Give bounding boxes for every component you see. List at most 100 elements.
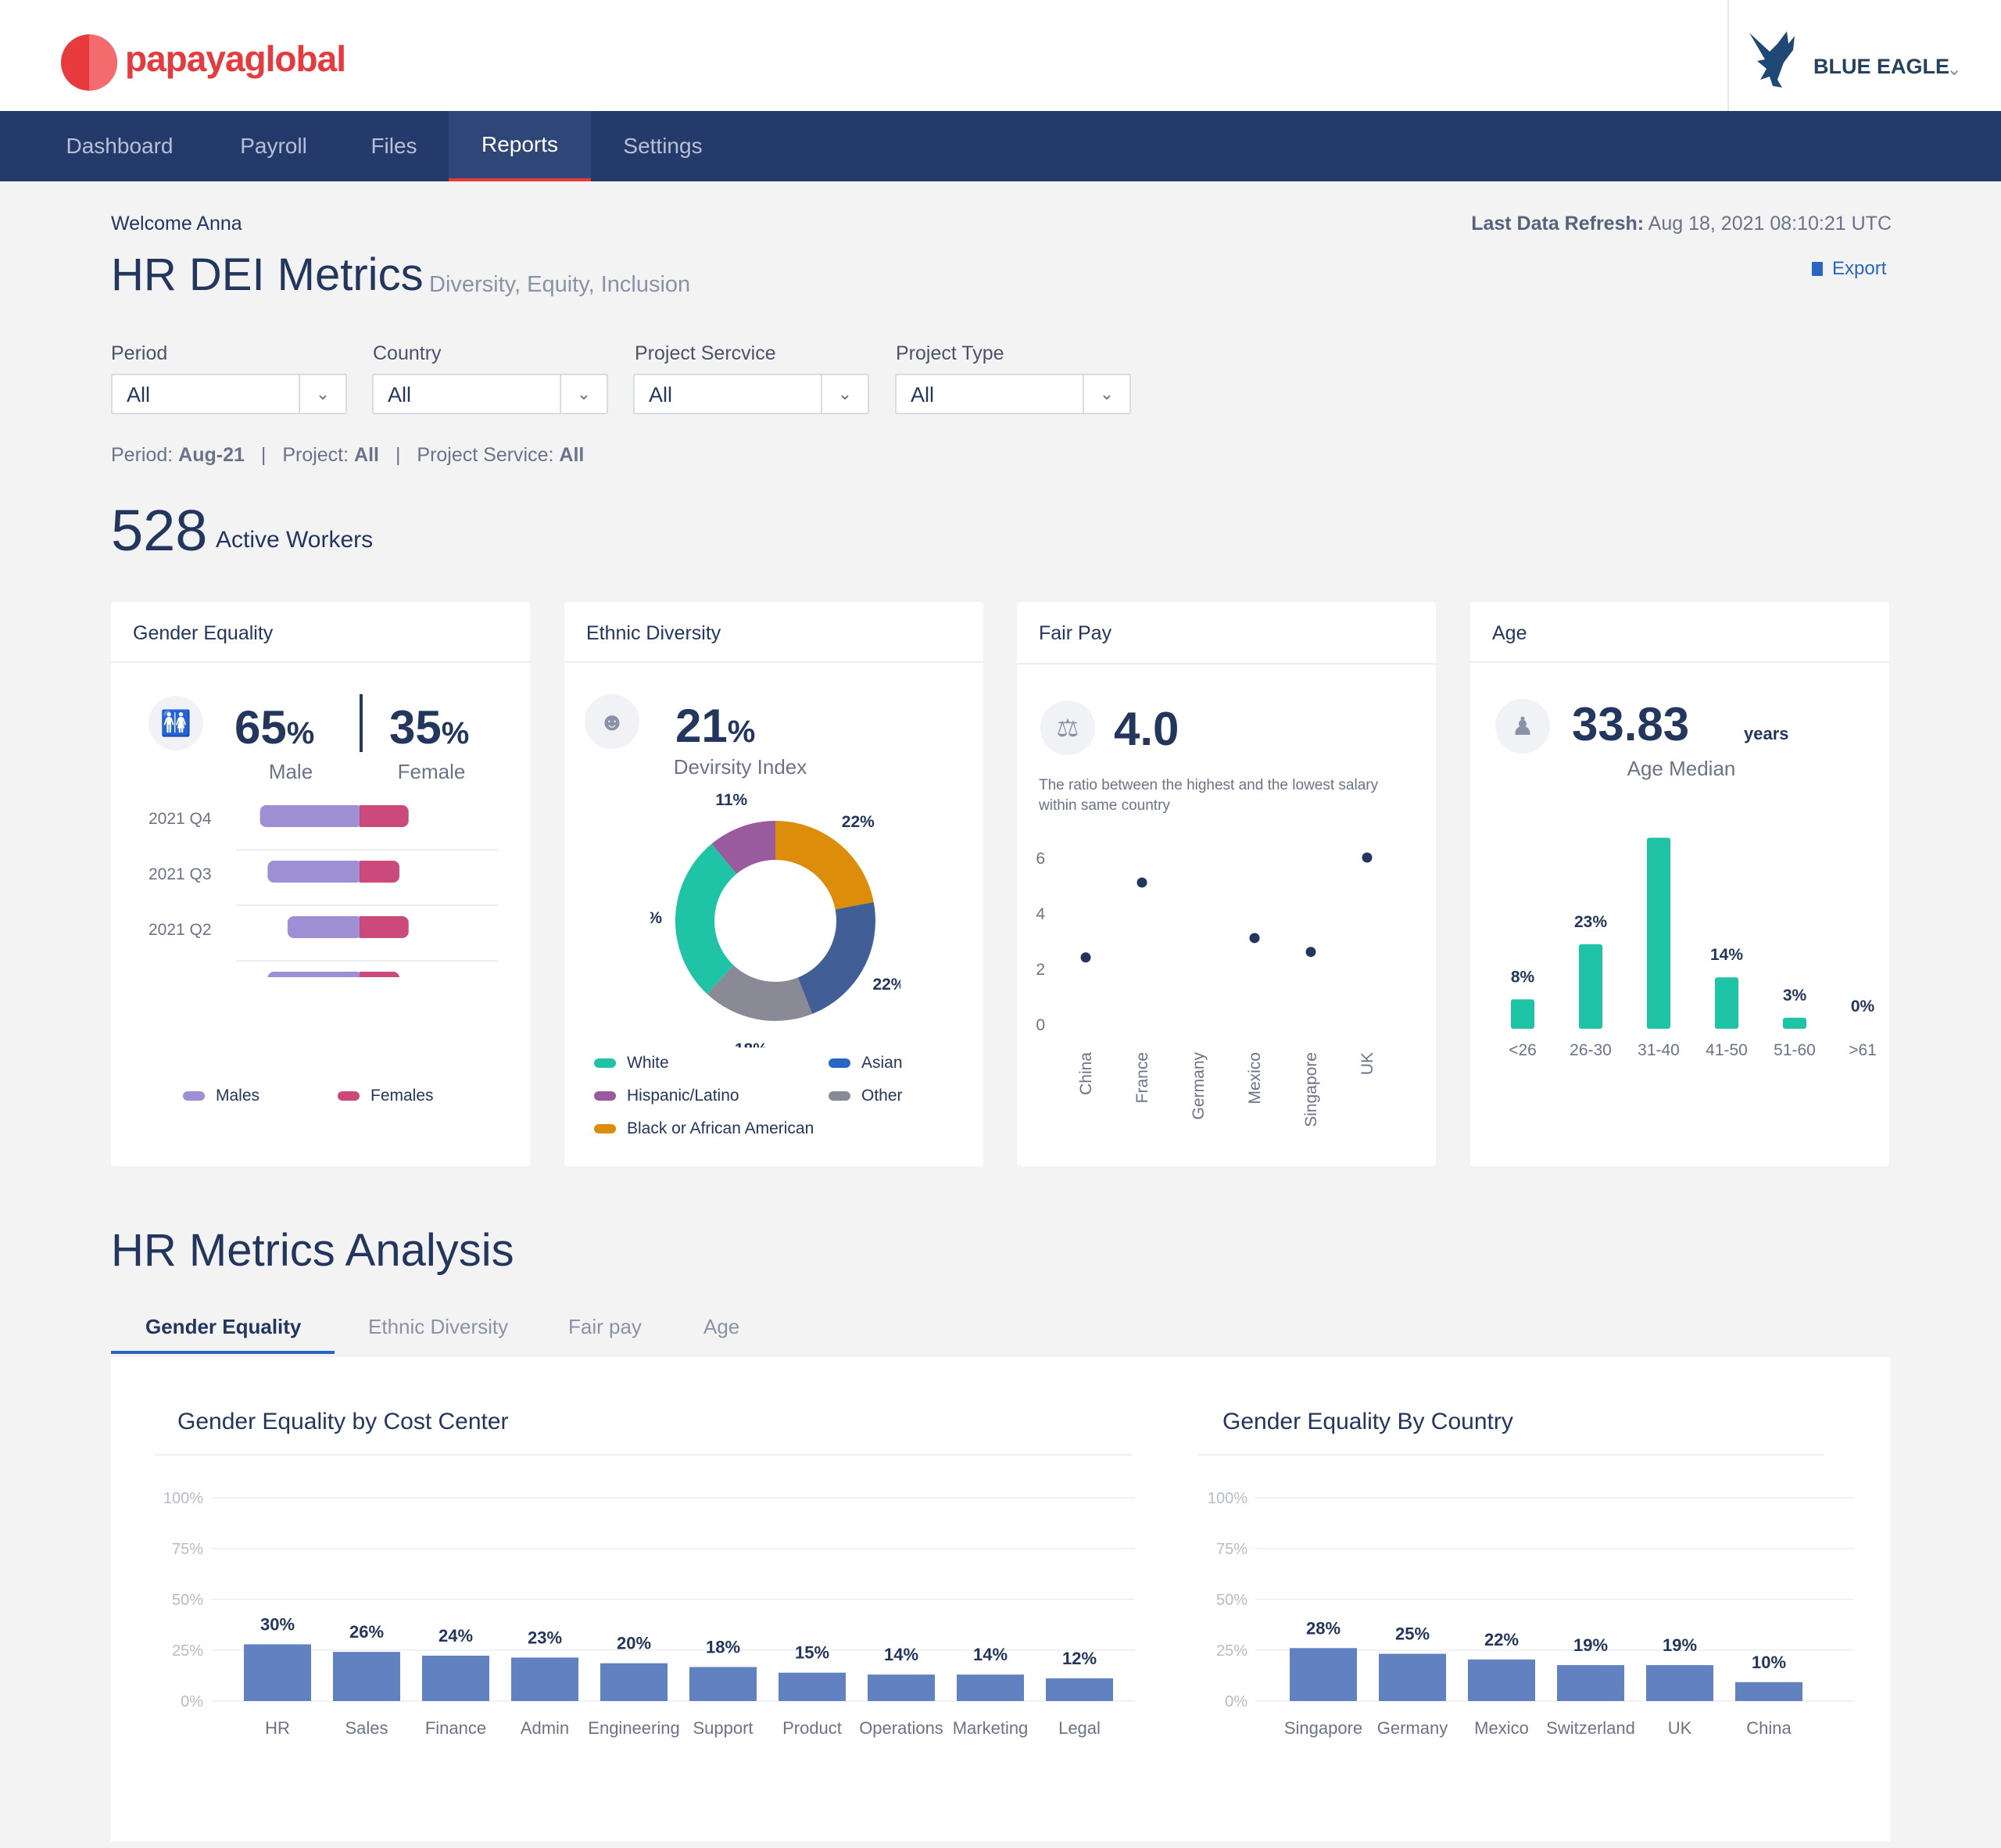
gender-card: Gender Equality 🚻 65% 35% Male Female 20… (111, 602, 530, 1166)
quarter-label: 2021 Q4 (149, 810, 212, 828)
bar (600, 1663, 668, 1701)
x-tick: >61 (1849, 1041, 1877, 1059)
nav-files[interactable]: Files (370, 134, 417, 158)
quarter-label: 2021 Q2 (149, 921, 212, 939)
bar-value-label: 26% (349, 1622, 384, 1642)
service-select[interactable]: All ⌄ (633, 374, 869, 414)
bar-value-label: 19% (1663, 1635, 1697, 1655)
legend-label: White (627, 1054, 669, 1072)
fairpay-scatter-chart: 02468ChinaFranceGermanyMexicoSingaporeUK (1036, 850, 1376, 1127)
type-select[interactable]: All ⌄ (895, 374, 1131, 414)
separator: | (395, 444, 401, 466)
active-workers-label: Active Workers (216, 527, 374, 553)
panel-title-country: Gender Equality By Country (1222, 1409, 1513, 1434)
family-icon: ♟ (1495, 699, 1550, 754)
legend-asian: Asian (829, 1054, 903, 1073)
age-bar (1579, 944, 1602, 1029)
x-tick: <26 (1509, 1041, 1537, 1059)
eagle-logo-icon (1749, 31, 1795, 88)
chevron-down-icon[interactable]: ⌄ (1946, 59, 1963, 80)
country-value: All (388, 383, 412, 406)
x-tick: Admin (521, 1718, 569, 1738)
age-bar (1715, 977, 1738, 1029)
bar-value-label: 18% (706, 1637, 740, 1656)
summary-service-label: Project Service: (417, 444, 554, 466)
divider (1017, 663, 1436, 664)
male-pct-value: 65 (234, 701, 287, 754)
bar-value-label: 22% (1484, 1630, 1519, 1649)
y-tick: 50% (1216, 1592, 1247, 1609)
welcome-text: Welcome Anna (111, 213, 242, 235)
chevron-down-icon[interactable]: ⌄ (560, 375, 607, 413)
chevron-down-icon[interactable]: ⌄ (821, 375, 868, 413)
company-switcher[interactable] (1727, 0, 2001, 111)
people-group-icon: ☻ (585, 694, 639, 749)
age-median-label: Age Median (1627, 757, 1736, 780)
tab-ethnic-diversity[interactable]: Ethnic Diversity (368, 1315, 509, 1338)
papaya-logo-icon[interactable] (61, 34, 117, 91)
index-label: Devirsity Index (673, 755, 807, 779)
x-tick: Germany (1377, 1718, 1448, 1738)
nav-settings[interactable]: Settings (623, 134, 703, 158)
ethnic-card: Ethnic Diversity ☻ 21% Devirsity Index 2… (564, 602, 983, 1166)
pct-sign: % (286, 716, 315, 750)
legend-black: Black or African American (594, 1119, 814, 1138)
donut-slice (797, 902, 875, 1015)
period-select[interactable]: All ⌄ (111, 374, 347, 414)
donut-slice (711, 821, 775, 874)
age-bar-chart: 8% <26 23% 26-30 52% 31-40 14% 41-50 3% 51-60 0% >6… (1509, 821, 1877, 1059)
nav-payroll[interactable]: Payroll (240, 134, 307, 158)
legend-hispanic: Hispanic/Latino (594, 1087, 739, 1105)
page-subtitle: Diversity, Equity, Inclusion (429, 272, 691, 297)
ethnic-donut-chart: 22% 22% 18% 27% 11% (650, 791, 900, 1048)
bar (1468, 1659, 1535, 1701)
company-name[interactable]: BLUE EAGLE (1813, 55, 1950, 78)
legend-label: Other (861, 1087, 903, 1105)
bar (244, 1644, 311, 1701)
period-label: Period (111, 342, 168, 364)
bar-value-label: 14% (973, 1645, 1008, 1664)
tab-age[interactable]: Age (703, 1315, 740, 1338)
nav-reports[interactable]: Reports (449, 111, 591, 181)
bar (333, 1652, 400, 1701)
section-title: HR Metrics Analysis (111, 1225, 514, 1276)
slice-label: 22% (872, 976, 900, 994)
refresh-label: Last Data Refresh: (1471, 213, 1645, 235)
swatch (829, 1091, 850, 1101)
country-bar-chart: 100% 75% 50% 25% 0% 28% Singapore 25% Germany 22%… (1208, 1490, 1854, 1738)
chevron-down-icon[interactable]: ⌄ (1083, 375, 1129, 413)
diversity-index: 21% (675, 699, 755, 753)
bar (779, 1672, 846, 1701)
chevron-down-icon[interactable]: ⌄ (299, 375, 345, 413)
bar (1557, 1665, 1624, 1701)
pct-sign: % (727, 714, 756, 749)
tab-gender-equality[interactable]: Gender Equality (145, 1315, 302, 1338)
summary-period: Aug-21 (178, 444, 245, 466)
nav-dashboard[interactable]: Dashboard (66, 134, 174, 158)
export-button[interactable]: Export (1812, 258, 1886, 280)
y-tick: 0 (1036, 1016, 1045, 1034)
brand-name[interactable]: papayaglobal (125, 38, 346, 79)
x-tick: UK (1358, 1052, 1376, 1075)
summary-project: All (354, 444, 379, 466)
bar (511, 1657, 578, 1701)
last-refresh: Last Data Refresh: Aug 18, 2021 08:10:21… (1290, 213, 1892, 235)
x-tick: Singapore (1302, 1052, 1320, 1127)
bar (1646, 1665, 1713, 1701)
tab-fair-pay[interactable]: Fair pay (568, 1315, 642, 1338)
x-tick: France (1133, 1052, 1151, 1103)
slice-label: 22% (842, 813, 875, 831)
filter-summary: Period: Aug-21 | Project: All | Project … (111, 444, 584, 467)
country-select[interactable]: All ⌄ (372, 374, 608, 414)
bar (422, 1655, 489, 1701)
separator: | (260, 444, 267, 466)
x-tick: Legal (1058, 1718, 1101, 1738)
swatch (338, 1091, 360, 1101)
divider (155, 1454, 1132, 1456)
y-tick: 0% (1225, 1693, 1247, 1710)
active-workers-count: 528 (111, 498, 208, 563)
y-tick: 0% (181, 1693, 203, 1710)
legend-white: White (594, 1054, 669, 1073)
active-tab-indicator (111, 1351, 335, 1354)
bar-value-label: 3% (1783, 987, 1807, 1005)
